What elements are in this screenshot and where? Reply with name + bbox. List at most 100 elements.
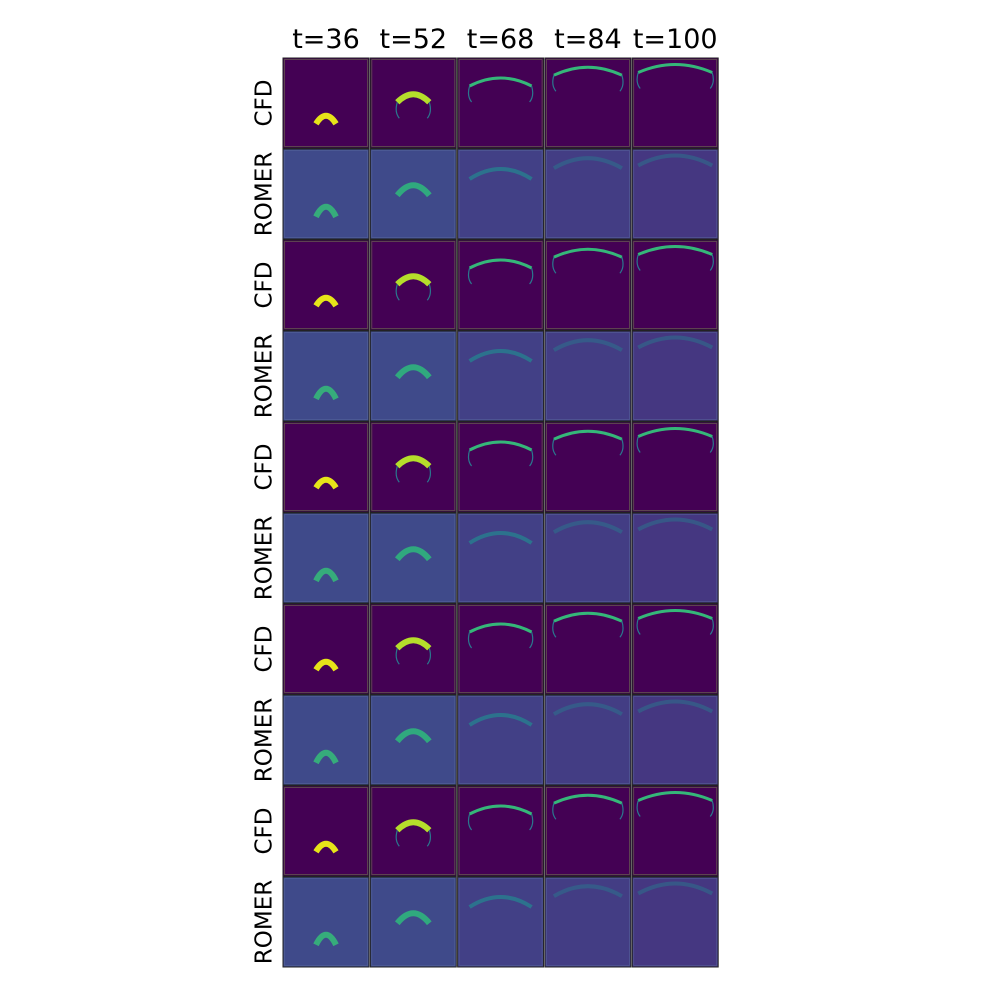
panel-image <box>631 785 719 877</box>
image-panel <box>631 148 719 240</box>
flow-feature <box>468 895 533 909</box>
row-label: CFD <box>252 80 278 127</box>
flow-feature <box>468 167 533 181</box>
image-panel <box>631 785 719 877</box>
panel-image <box>631 421 719 513</box>
panel-edge <box>633 332 718 420</box>
panel-edge <box>633 423 718 511</box>
panel-edge <box>633 514 718 602</box>
panel-edge <box>371 59 456 147</box>
image-panel <box>369 603 457 695</box>
flow-feature <box>313 749 339 765</box>
panel-edge <box>371 605 456 693</box>
flow-trail <box>636 800 714 817</box>
panel-edge <box>546 514 630 602</box>
panel-image <box>631 512 719 604</box>
image-panel <box>282 239 370 331</box>
panel-edge <box>458 241 543 329</box>
image-panel <box>369 512 457 604</box>
panel-edge <box>546 332 630 420</box>
flow-feature <box>637 881 714 896</box>
image-panel <box>282 694 370 786</box>
flow-feature <box>313 112 339 126</box>
image-panel <box>631 421 719 513</box>
panel-image <box>544 148 632 240</box>
panel-image <box>369 876 457 968</box>
panel-edge <box>284 514 368 602</box>
image-panel <box>544 330 632 422</box>
panel-image <box>282 148 370 240</box>
panel-image <box>369 694 457 786</box>
column-title: t=68 <box>467 24 535 55</box>
panel-image <box>544 694 632 786</box>
flow-feature <box>553 793 623 805</box>
panel-edge <box>371 241 456 329</box>
flow-feature <box>637 699 714 714</box>
image-panel <box>544 239 632 331</box>
image-panel <box>631 603 719 695</box>
panel-image <box>282 876 370 968</box>
panel-edge <box>633 787 718 875</box>
image-panel <box>282 57 370 149</box>
panel-edge <box>371 332 456 420</box>
column-title: t=36 <box>292 24 360 55</box>
row-label: ROMER <box>252 698 278 782</box>
flow-feature <box>468 76 533 88</box>
flow-trail <box>467 449 534 467</box>
flow-feature <box>553 65 623 77</box>
panel-image <box>631 694 719 786</box>
image-panel <box>631 694 719 786</box>
row-label: CFD <box>252 262 278 309</box>
flow-feature <box>637 427 713 438</box>
panel-image <box>457 148 545 240</box>
panel-image <box>282 421 370 513</box>
image-panel <box>544 148 632 240</box>
flow-trail <box>552 257 624 274</box>
flow-trail <box>467 267 534 285</box>
flow-feature <box>468 713 533 727</box>
image-panel <box>544 603 632 695</box>
panel-image <box>369 421 457 513</box>
panel-edge <box>458 150 543 238</box>
image-panel <box>457 876 545 968</box>
flow-trail <box>395 648 432 665</box>
image-panel <box>457 239 545 331</box>
panel-image <box>457 694 545 786</box>
row-label: ROMER <box>252 516 278 600</box>
panel-edge <box>458 605 543 693</box>
panel-edge <box>546 878 630 966</box>
row-label: ROMER <box>252 152 278 236</box>
panel-image <box>282 785 370 877</box>
flow-trail <box>552 75 624 92</box>
row-label: CFD <box>252 626 278 673</box>
panel-edge <box>284 787 368 875</box>
flow-feature <box>468 349 533 363</box>
flow-feature <box>395 91 432 105</box>
panel-edge <box>633 150 718 238</box>
panel-edge <box>546 150 630 238</box>
panel-edge <box>284 605 368 693</box>
column-title: t=84 <box>554 24 622 55</box>
panel-edge <box>458 332 543 420</box>
flow-trail <box>395 102 432 119</box>
panel-image <box>457 330 545 422</box>
panel-edge <box>458 878 543 966</box>
panel-edge <box>371 787 456 875</box>
panel-image <box>631 239 719 331</box>
image-panel <box>282 330 370 422</box>
flow-feature <box>552 156 623 170</box>
row-label: ROMER <box>252 880 278 964</box>
flow-feature <box>468 440 533 452</box>
panel-edge <box>458 696 543 784</box>
panel-edge <box>546 605 630 693</box>
panel-image <box>282 603 370 695</box>
flow-feature <box>313 203 339 219</box>
image-panel <box>369 57 457 149</box>
flow-feature <box>637 609 713 620</box>
image-panel <box>369 876 457 968</box>
row-label: CFD <box>252 808 278 855</box>
flow-feature <box>395 273 432 287</box>
flow-feature <box>637 63 713 74</box>
panel-edge <box>284 696 368 784</box>
panel-image <box>631 876 719 968</box>
